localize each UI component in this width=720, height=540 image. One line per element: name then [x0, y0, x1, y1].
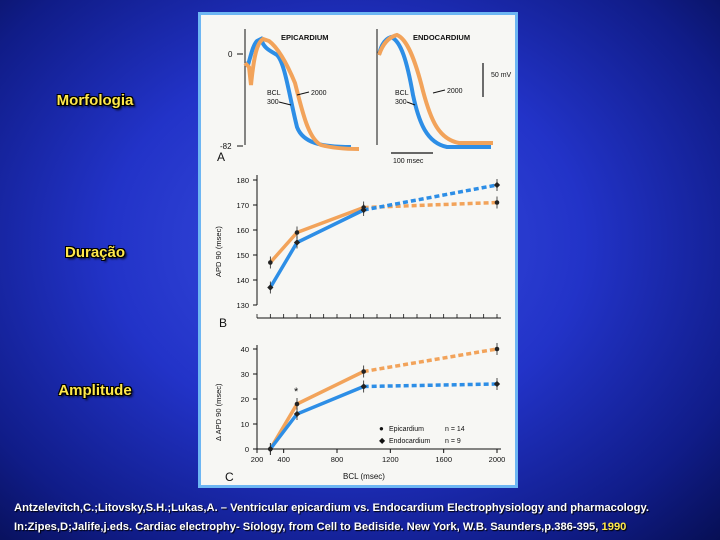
label-2000-endo: 2000 [447, 88, 463, 95]
panel-c-xtick-label: 800 [331, 455, 344, 464]
panel-c-series-epicardium-solid [268, 369, 365, 450]
panel-c-letter: C [225, 470, 234, 484]
legend-epi-n: n = 14 [445, 426, 465, 433]
panel-b-series-endocardium-dashed [363, 183, 498, 212]
citation-line-1: Antzelevitch,C.;Litovsky,S.H.;Lukas,A. –… [14, 502, 649, 514]
citation-line-2-main: In:Zipes,D;Jalife,j.eds. Cardiac electro… [14, 521, 599, 533]
panel-c: Δ APD 90 (msec) BCL (msec) C * 0 10 20 30 40… [214, 343, 505, 484]
label-2000-epi: 2000 [311, 90, 327, 97]
panel-c-xtick-label: 1200 [382, 455, 399, 464]
panel-c-ytick-label: 20 [241, 395, 249, 404]
panel-c-series-epicardium-dashed [363, 347, 498, 374]
label-duracao: Duração [64, 244, 126, 261]
legend-endo-name: Endocardium [389, 438, 430, 445]
panel-b-ytick-label: 130 [236, 301, 249, 310]
panel-b-ylabel: APD 90 (msec) [214, 226, 223, 277]
panel-a-ytick-0: 0 [228, 50, 233, 59]
arrow-2000-endo [432, 89, 446, 94]
arrow-300-endo [406, 101, 416, 106]
panel-a-title-endo: ENDOCARDIUM [413, 33, 470, 42]
panel-b-series-epicardium-dashed [363, 200, 498, 210]
panel-c-point-endocardium [493, 380, 501, 388]
panel-a: EPICARDIUM ENDOCARDIUM 0 -82 2000 BCL 30… [217, 29, 512, 165]
label-amplitude: Amplitude [58, 382, 132, 399]
citation-line-2: In:Zipes,D;Jalife,j.eds. Cardiac electro… [14, 518, 714, 537]
panel-b: APD 90 (msec) B 130 140 150 160 170 180 [214, 175, 501, 330]
panel-c-point-epicardium [361, 369, 366, 374]
panel-a-title-epi: EPICARDIUM [281, 33, 329, 42]
label-300-endo: 300 [395, 99, 407, 106]
panel-c-xtick-label: 400 [277, 455, 290, 464]
arrow-300-epi [278, 101, 292, 106]
citation: Antzelevitch,C.;Litovsky,S.H.;Lukas,A. –… [14, 499, 714, 537]
panel-b-ytick-label: 150 [236, 251, 249, 260]
legend-endo-dot: ◆ [379, 436, 386, 445]
voltage-scale-label: 50 mV [491, 72, 512, 79]
panel-c-xtick-label: 1600 [435, 455, 452, 464]
panel-b-point-endocardium [293, 239, 301, 246]
time-scale-label: 100 msec [393, 158, 424, 165]
panel-b-point-epicardium [268, 260, 273, 265]
arrow-2000-epi [296, 91, 310, 96]
panel-b-ytick-label: 170 [236, 201, 249, 210]
panel-c-legend: ● Epicardium n = 14 ◆ Endocardium n = 9 [379, 424, 465, 445]
ap-endo-epicardium-color [377, 32, 493, 145]
panel-b-point-epicardium [494, 200, 500, 205]
panel-b-point-epicardium [294, 230, 300, 235]
legend-endo-n: n = 9 [445, 438, 461, 445]
panel-c-xtick-label: 2000 [489, 455, 506, 464]
panel-c-xtick-label: 200 [251, 455, 264, 464]
panel-b-letter: B [219, 316, 227, 330]
panel-a-ytick-82: -82 [220, 142, 232, 151]
ap-epi-endocardium-color [243, 36, 352, 149]
panel-c-ytick-label: 10 [241, 420, 249, 429]
ap-epi-epicardium-color [243, 36, 360, 151]
panel-c-point-epicardium [294, 401, 300, 407]
panel-c-ylabel: Δ APD 90 (msec) [214, 383, 223, 441]
panel-b-ytick-label: 140 [236, 276, 249, 285]
label-300-epi: 300 [267, 99, 279, 106]
legend-epi-name: Epicardium [389, 426, 424, 433]
panel-c-ytick-label: 40 [241, 345, 249, 354]
label-bcl-endo: BCL [395, 90, 409, 97]
panel-b-ytick-label: 160 [236, 226, 249, 235]
label-morfologia: Morfologia [56, 92, 134, 109]
panel-b-ytick-label: 180 [236, 176, 249, 185]
panel-b-point-endocardium [493, 181, 501, 189]
label-bcl-epi: BCL [267, 90, 281, 97]
panel-c-xlabel: BCL (msec) [343, 472, 385, 481]
citation-year: 1990 [601, 521, 627, 533]
legend-epi-dot: ● [379, 424, 384, 433]
panel-c-point-epicardium [494, 346, 500, 352]
panel-c-ytick-label: 0 [245, 445, 249, 454]
panel-c-ytick-label: 30 [241, 370, 249, 379]
figure-svg: EPICARDIUM ENDOCARDIUM 0 -82 2000 BCL 30… [214, 29, 512, 484]
figure-frame: EPICARDIUM ENDOCARDIUM 0 -82 2000 BCL 30… [198, 12, 518, 488]
panel-a-letter: A [217, 150, 225, 164]
significance-marker: * [294, 386, 299, 398]
panel-c-series-endocardium-dashed [363, 382, 498, 389]
